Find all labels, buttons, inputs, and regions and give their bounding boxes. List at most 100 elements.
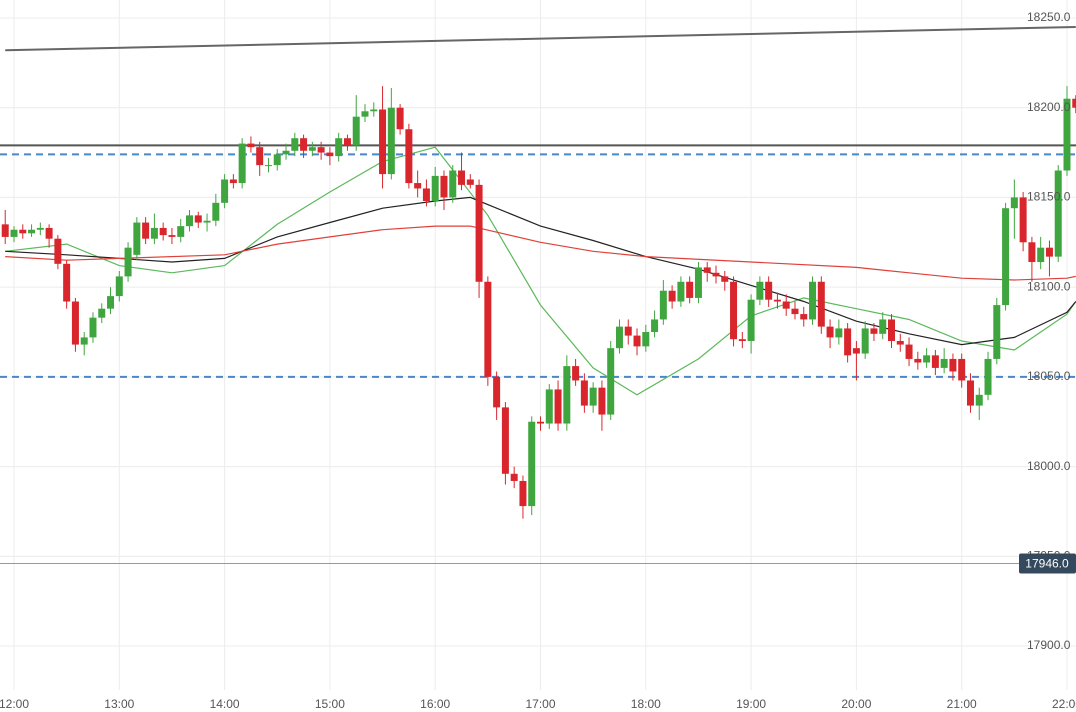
candle-body — [677, 281, 685, 302]
candle-body — [291, 138, 299, 151]
candle-body — [238, 143, 246, 184]
moving-average — [5, 225, 1076, 281]
candle-body — [1037, 247, 1045, 263]
candle-body — [958, 358, 966, 381]
candle-body — [1054, 170, 1062, 257]
candle-body — [379, 109, 387, 175]
candle-body — [221, 179, 229, 203]
candle-body — [422, 188, 430, 202]
candle-body — [1002, 208, 1010, 306]
candle-body — [80, 337, 88, 345]
candle-body — [914, 358, 922, 363]
y-tick-label: 18000.0 — [1027, 459, 1071, 473]
candle-body — [791, 308, 799, 315]
candle-body — [326, 152, 334, 157]
plot-area — [0, 25, 1076, 565]
candle-body — [36, 227, 44, 230]
candle-body — [405, 129, 413, 184]
candle-body — [730, 281, 738, 340]
candle-body — [115, 276, 123, 297]
candle-body — [870, 328, 878, 334]
candle-body — [1, 224, 9, 237]
candle-body — [107, 296, 115, 309]
candle-body — [852, 348, 860, 354]
candle-body — [361, 111, 369, 117]
candle-body — [659, 290, 667, 320]
last-price-label: 17946.0 — [1025, 557, 1069, 571]
x-tick-label: 14:00 — [210, 697, 240, 711]
x-tick-label: 12:00 — [0, 697, 29, 711]
candle-body — [431, 175, 439, 202]
candle-body — [10, 229, 18, 237]
candle-body — [273, 154, 281, 166]
candle-body — [414, 183, 422, 189]
candle-body — [300, 138, 308, 151]
candle-body — [440, 175, 448, 198]
candle-body — [580, 380, 588, 406]
candle-body — [844, 328, 852, 356]
candle-body — [896, 340, 904, 345]
x-tick-label: 22:00 — [1052, 697, 1076, 711]
candle-body — [63, 263, 71, 302]
candle-body — [501, 407, 509, 474]
y-tick-label: 18100.0 — [1027, 279, 1071, 293]
candle-body — [493, 376, 501, 408]
candle-body — [703, 267, 711, 273]
candle-body — [554, 389, 562, 424]
candle-body — [905, 344, 913, 359]
candle-body — [1063, 98, 1071, 171]
candle-body — [984, 358, 992, 395]
candle-body — [756, 281, 764, 300]
candle-body — [89, 317, 97, 338]
candle-body — [651, 319, 659, 333]
candle-body — [124, 247, 132, 277]
candle-body — [712, 272, 720, 277]
axes: 18250.0 18200.0 18150.0 18100.0 18050.0 18000… — [0, 10, 1076, 711]
candle-body — [1028, 242, 1036, 263]
candle-body — [194, 215, 202, 223]
x-tick-label: 17:00 — [525, 697, 555, 711]
candle-body — [1019, 197, 1027, 243]
candle-body — [177, 226, 185, 237]
candle-body — [168, 235, 176, 237]
candle-body — [782, 301, 790, 309]
candle-body — [633, 335, 641, 347]
candle-body — [966, 380, 974, 406]
candle-body — [186, 215, 193, 227]
candle-body — [537, 421, 544, 424]
candle-body — [45, 227, 53, 239]
x-tick-label: 21:00 — [947, 697, 977, 711]
candle-body — [396, 107, 404, 130]
candle-body — [510, 473, 518, 481]
candle-body — [256, 147, 264, 166]
candle-body — [861, 328, 869, 354]
x-tick-label: 20:00 — [841, 697, 871, 711]
candle-body — [528, 421, 536, 507]
candle-body — [54, 238, 62, 264]
candle-body — [229, 179, 237, 184]
x-tick-label: 15:00 — [315, 697, 345, 711]
x-tick-label: 13:00 — [104, 697, 134, 711]
candle-body — [475, 184, 483, 282]
candle-body — [387, 107, 395, 175]
candle-body — [607, 348, 615, 415]
last-price-box — [1019, 553, 1076, 574]
candle-body — [694, 267, 702, 298]
candle-body — [203, 220, 211, 223]
candle-body — [159, 227, 167, 236]
candle-body — [352, 116, 360, 146]
candle-body — [545, 389, 553, 424]
candle-body — [19, 229, 27, 234]
candle-body — [773, 299, 781, 302]
candle-body — [686, 281, 694, 298]
moving-average — [5, 146, 1076, 396]
candle-body — [519, 480, 527, 507]
candle-body — [264, 165, 272, 167]
candle-body — [449, 170, 457, 198]
candle-body — [615, 326, 623, 349]
y-tick-label: 18200.0 — [1027, 100, 1071, 114]
candle-body — [747, 299, 755, 341]
y-tick-label: 18250.0 — [1027, 10, 1071, 24]
candle-body — [993, 305, 1001, 359]
